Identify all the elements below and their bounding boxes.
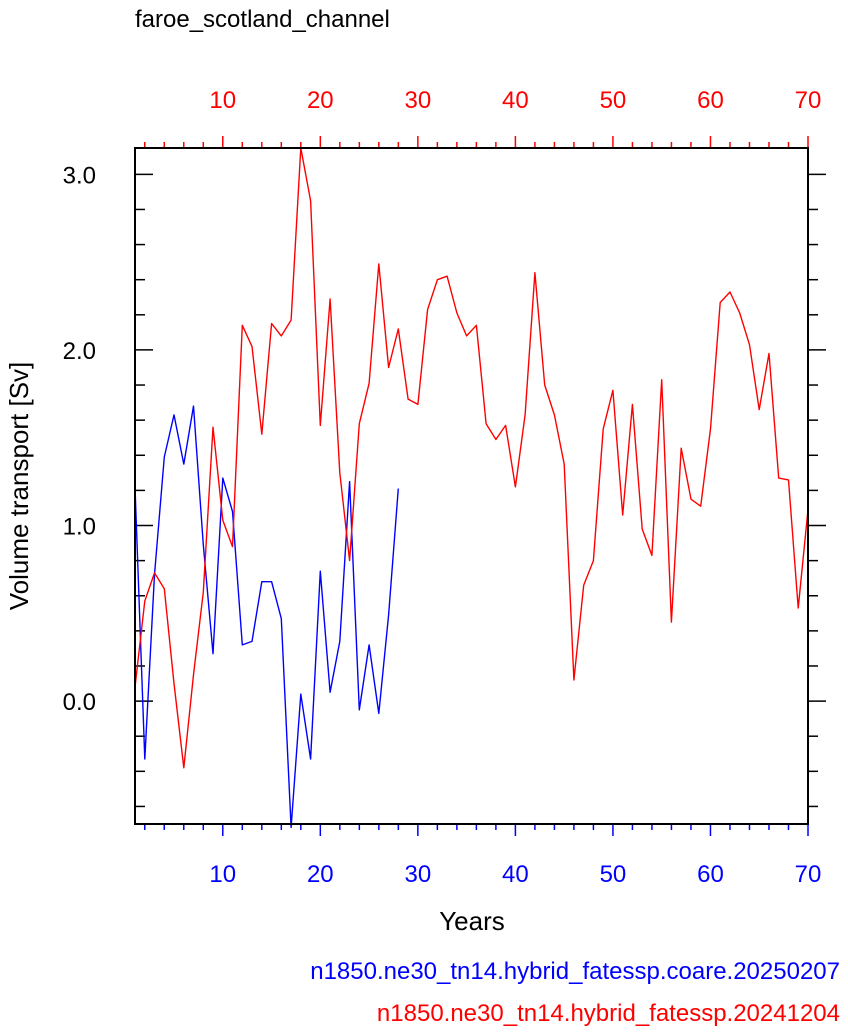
top-x-tick-label: 40 (502, 87, 529, 114)
series-line-1 (134, 405, 399, 829)
top-x-tick-label: 30 (405, 87, 432, 114)
y-axis: 0.0 1.0 2.0 3.0 (63, 162, 826, 808)
y-axis-title: Volume transport [Sv] (4, 362, 34, 611)
top-x-tick-label: 70 (795, 87, 822, 114)
y-tick-label: 3.0 (63, 162, 96, 189)
series-layer (134, 147, 809, 829)
bottom-x-tick-label: 20 (307, 861, 334, 888)
top-x-tick-label: 10 (209, 87, 236, 114)
bottom-x-tick-label: 40 (502, 861, 529, 888)
series-line-2 (134, 147, 809, 769)
bottom-x-tick-label: 70 (795, 861, 822, 888)
top-x-tick-label: 50 (600, 87, 627, 114)
bottom-x-tick-label: 30 (405, 861, 432, 888)
bottom-x-tick-label: 50 (600, 861, 627, 888)
top-x-axis: 10 20 30 40 50 60 70 (144, 87, 822, 148)
bottom-x-tick-label: 10 (209, 861, 236, 888)
y-tick-label: 1.0 (63, 514, 96, 541)
x-axis-title: Years (439, 906, 505, 936)
y-tick-label: 2.0 (63, 338, 96, 365)
bottom-x-axis: 10 20 30 40 50 60 70 (144, 824, 822, 888)
y-tick-label: 0.0 (63, 689, 96, 716)
plot-frame (134, 147, 809, 825)
top-x-tick-label: 60 (697, 87, 724, 114)
chart-title: faroe_scotland_channel (135, 6, 390, 33)
top-x-tick-label: 20 (307, 87, 334, 114)
bottom-x-tick-label: 60 (697, 861, 724, 888)
legend-entry-series-1: n1850.ne30_tn14.hybrid_fatessp.coare.202… (310, 958, 840, 985)
legend-entry-series-2: n1850.ne30_tn14.hybrid_fatessp.20241204 (377, 1000, 840, 1027)
